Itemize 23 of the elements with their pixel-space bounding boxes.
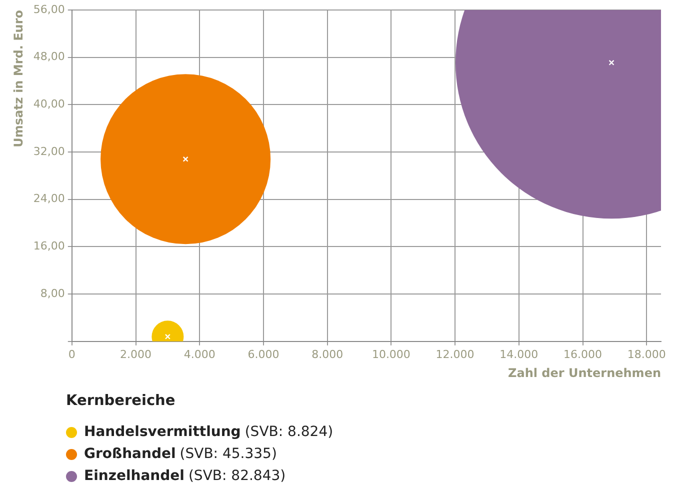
y-tick-label: 56,00 <box>33 2 65 16</box>
x-tick-label: 0 <box>68 348 76 361</box>
y-axis-title: Umsatz in Mrd. Euro <box>11 10 26 148</box>
y-tick-label: 40,00 <box>33 98 65 111</box>
x-tick-label: 8.000 <box>312 348 344 361</box>
legend-label: Großhandel (SVB: 45.335) <box>84 446 277 462</box>
y-tick-label: 16,00 <box>33 240 65 253</box>
legend-label: Handelsvermittlung (SVB: 8.824) <box>84 424 334 440</box>
x-tick-label: 18.000 <box>627 348 666 361</box>
y-tick-label: 24,00 <box>33 192 65 206</box>
y-tick-label: 8,00 <box>40 286 65 300</box>
x-tick-label: 16.000 <box>564 348 602 361</box>
x-axis-title: Zahl der Unternehmen <box>508 366 661 380</box>
y-tick-label: 48,00 <box>33 50 65 64</box>
x-tick-label: 2.000 <box>120 348 152 361</box>
x-tick-label: 12.000 <box>436 348 474 361</box>
legend-label: Einzelhandel (SVB: 82.843) <box>84 468 286 484</box>
legend-title: Kernbereiche <box>66 393 176 409</box>
x-tick-label: 14.000 <box>500 348 538 361</box>
y-tick-label: 32,00 <box>33 144 65 158</box>
x-tick-label: 6.000 <box>248 348 280 361</box>
x-tick-label: 10.000 <box>372 348 410 361</box>
x-tick-label: 4.000 <box>184 348 216 361</box>
